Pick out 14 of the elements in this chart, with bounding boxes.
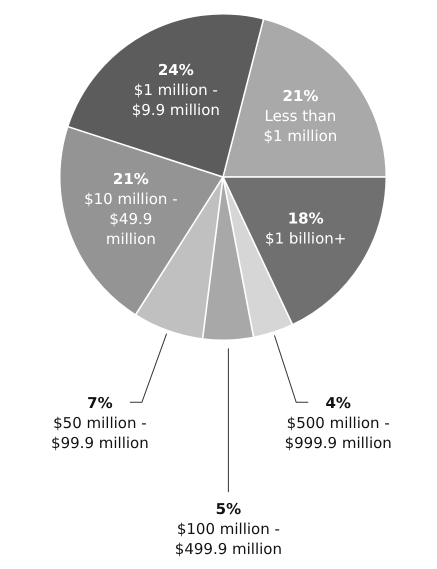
slice-label: Less than $1 million — [263, 106, 338, 145]
data-label: 7% — [87, 394, 113, 412]
data-label: 24% — [158, 61, 194, 80]
slice-label: $1 million - $9.9 million — [132, 81, 220, 120]
slice-label: $50 million - $99.9 million — [51, 414, 149, 452]
slice-label: $500 million - $999.9 million — [284, 414, 392, 452]
data-label: 4% — [325, 394, 351, 412]
data-label: 18% — [288, 209, 324, 228]
slice-label: $1 billion+ — [265, 229, 346, 248]
data-label: 21% — [282, 86, 318, 105]
slice-label: $100 million - $499.9 million — [174, 520, 282, 558]
slice-label: $10 million - $49.9 million — [84, 190, 178, 248]
data-label: 5% — [216, 500, 242, 518]
data-label: 21% — [112, 170, 149, 188]
